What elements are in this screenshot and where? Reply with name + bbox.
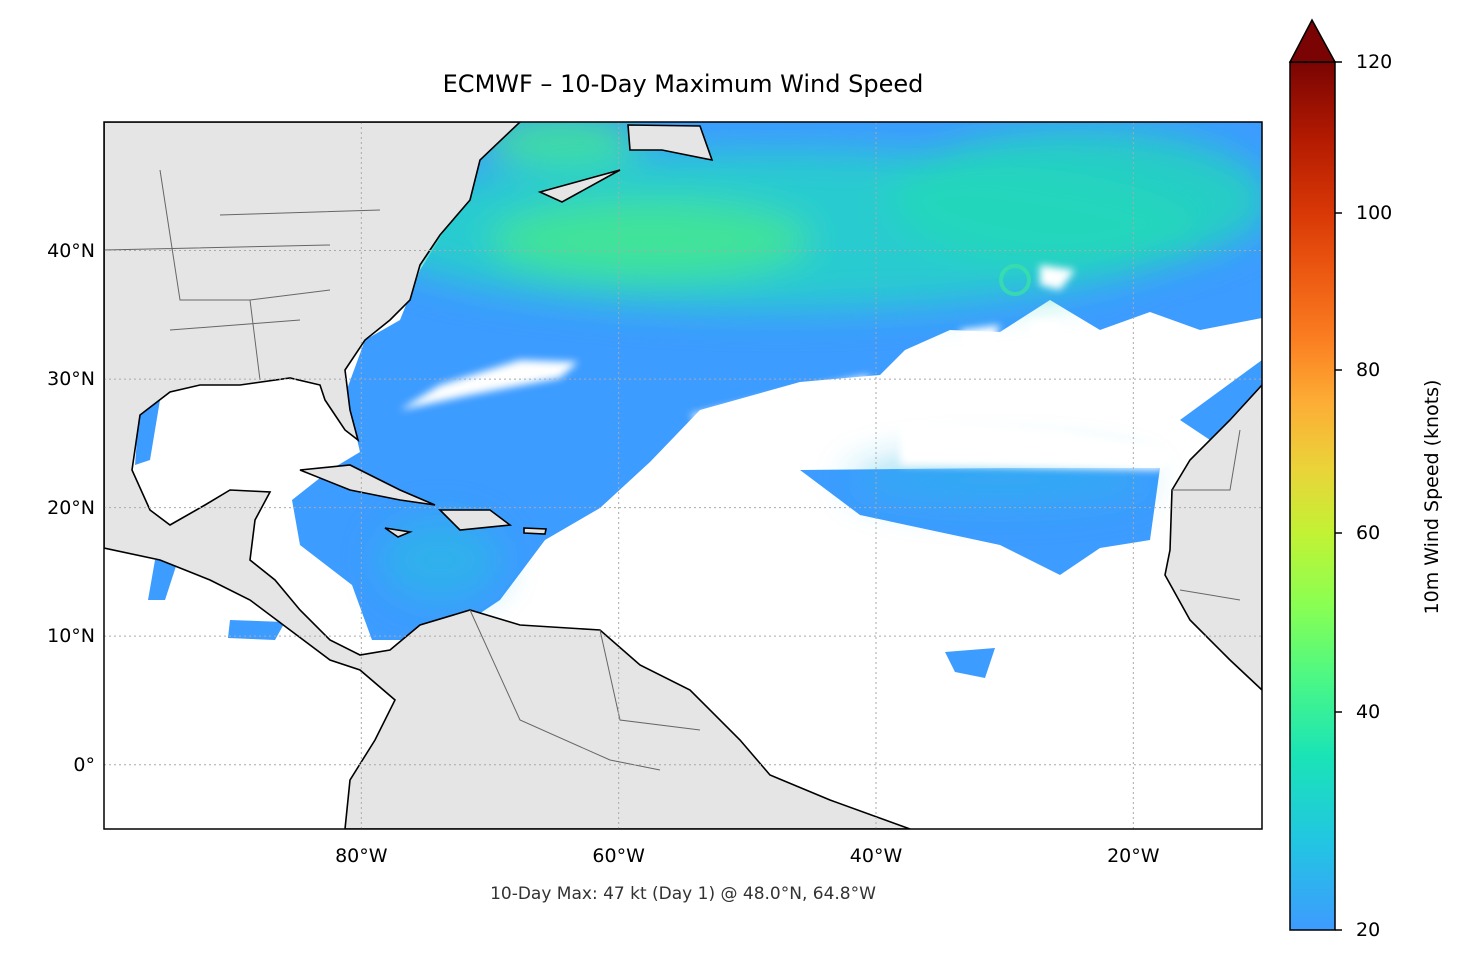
colorbar — [1288, 18, 1342, 931]
colorbar-tick-label: 20 — [1356, 919, 1381, 941]
map-plot-area — [104, 122, 1262, 829]
colorbar-tick-label: 100 — [1356, 202, 1393, 224]
lat-tick-label: 0° — [73, 753, 95, 776]
puerto-rico — [523, 527, 547, 535]
lon-tick-label: 40°W — [849, 845, 903, 867]
colorbar-bar — [1289, 61, 1336, 931]
map-title: ECMWF – 10-Day Maximum Wind Speed — [442, 70, 924, 98]
colorbar-label: 10m Wind Speed (knots) — [1421, 379, 1443, 615]
lon-tick-label: 60°W — [592, 845, 645, 867]
lat-tick-label: 40°N — [47, 239, 95, 262]
land — [104, 122, 1262, 829]
americas-landmass — [104, 122, 911, 829]
cuba — [299, 464, 436, 506]
colorbar-tick-label: 120 — [1356, 51, 1393, 73]
max-wind-summary: 10-Day Max: 47 kt (Day 1) @ 48.0°N, 64.8… — [490, 884, 876, 904]
wind-field — [135, 122, 1262, 678]
gridlines — [104, 122, 1262, 829]
colorbar-tick-label: 60 — [1356, 522, 1381, 544]
lat-tick-label: 10°N — [47, 625, 95, 648]
colorbar-tick-label: 80 — [1356, 359, 1381, 381]
lon-tick-label: 20°W — [1107, 845, 1160, 867]
plot-frame — [103, 121, 1263, 830]
colorbar-tick-label: 40 — [1356, 701, 1381, 723]
lon-tick-label: 80°W — [335, 845, 388, 867]
nova-scotia — [537, 169, 621, 203]
colorbar-extend-arrow — [1288, 18, 1337, 63]
jamaica — [384, 527, 413, 538]
hispaniola — [438, 509, 513, 531]
africa — [1164, 383, 1262, 692]
newfoundland — [627, 124, 714, 162]
lat-tick-label: 20°N — [47, 496, 95, 519]
lat-tick-label: 30°N — [47, 368, 95, 391]
